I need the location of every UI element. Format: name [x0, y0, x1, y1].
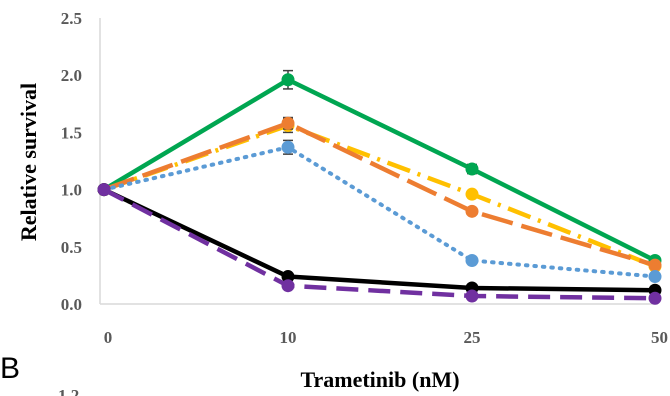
series-line-1 [104, 126, 655, 267]
data-point-3-2 [466, 254, 479, 267]
data-point-2-2 [466, 205, 479, 218]
y-tick-label-3: 1.5 [61, 123, 82, 142]
y-tick-label-2: 1.0 [61, 181, 82, 200]
cut-off-tick-label: 1.2 [58, 386, 79, 396]
series-line-2 [104, 123, 655, 265]
x-tick-label-1: 10 [280, 328, 297, 347]
panel-label: B [0, 352, 20, 385]
y-tick-label-5: 2.5 [61, 9, 82, 28]
data-point-2-1 [282, 117, 295, 130]
data-point-5-0 [98, 183, 111, 196]
data-point-2-3 [649, 259, 662, 272]
y-axis-title: Relative survival [16, 83, 41, 241]
series-2 [98, 117, 662, 272]
data-point-1-2 [466, 188, 479, 201]
series-lines [98, 71, 662, 305]
x-tick-label-2: 25 [464, 328, 481, 347]
data-point-3-1 [282, 141, 295, 154]
data-point-0-2 [466, 163, 479, 176]
x-tick-label-0: 0 [104, 328, 113, 347]
x-axis-tick-labels: 0 10 25 50 [104, 328, 668, 347]
data-point-0-1 [282, 73, 295, 86]
data-point-5-1 [282, 279, 295, 292]
data-point-5-2 [466, 289, 479, 302]
data-point-5-3 [649, 292, 662, 305]
y-tick-label-4: 2.0 [61, 66, 82, 85]
y-tick-label-1: 0.5 [61, 238, 82, 257]
data-point-3-3 [649, 270, 662, 283]
y-tick-label-0: 0.0 [61, 295, 82, 314]
x-tick-label-3: 50 [651, 328, 668, 347]
y-axis-tick-labels: 0.0 0.5 1.0 1.5 2.0 2.5 [61, 9, 82, 314]
x-axis-title: Trametinib (nM) [300, 367, 459, 392]
